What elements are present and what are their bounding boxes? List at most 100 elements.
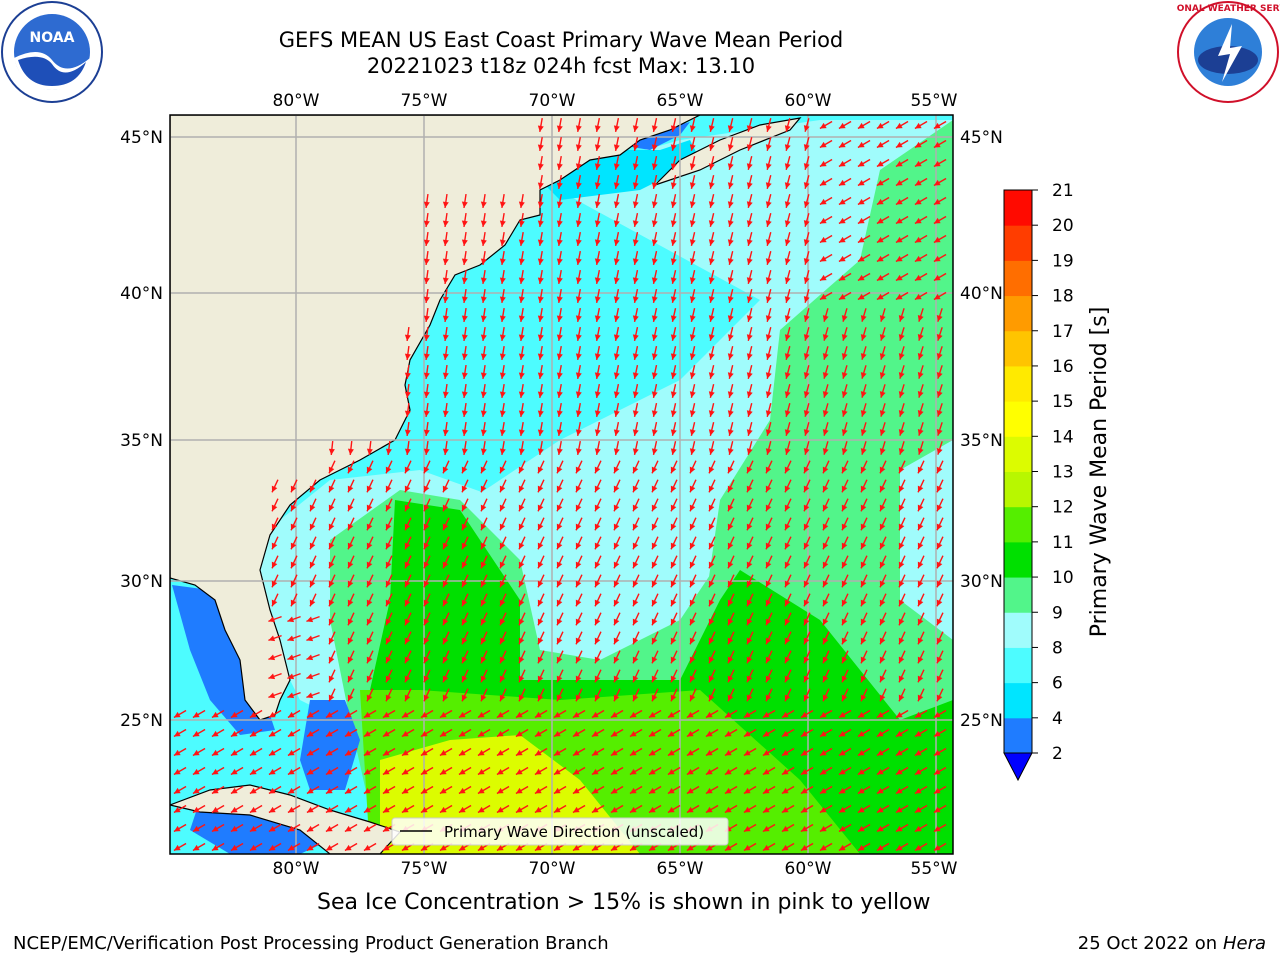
wave-arrow-head <box>442 239 449 246</box>
wave-arrow-head <box>401 768 409 775</box>
wave-arrow-head <box>613 334 620 341</box>
colorbar-segment <box>1004 647 1032 684</box>
wave-arrow-head <box>879 637 886 645</box>
wave-arrow-head <box>895 806 903 813</box>
wave-arrow-head <box>613 163 620 170</box>
wave-arrow-head <box>268 654 276 661</box>
wave-arrow-head <box>762 806 770 813</box>
wave-arrow-head <box>442 637 449 645</box>
wave-arrow-head <box>404 353 411 360</box>
wave-arrow-head <box>895 768 903 775</box>
wave-arrow-head <box>287 616 295 623</box>
wave-arrow-head <box>686 711 694 718</box>
wave-arrow-head <box>404 675 411 683</box>
wave-arrow-head <box>917 523 924 531</box>
lat-label: 30°N <box>960 572 1003 592</box>
wave-arrow-head <box>914 768 922 775</box>
wave-arrow-head <box>667 844 675 851</box>
wave-arrow-head <box>442 429 449 436</box>
wave-arrow-head <box>404 334 411 341</box>
wave-arrow-head <box>898 353 905 360</box>
colorbar-segment <box>1004 506 1032 543</box>
wave-arrow-head <box>423 277 430 284</box>
wave-arrow-head <box>632 372 639 379</box>
wave-arrow-head <box>879 334 886 341</box>
wave-arrow-head <box>765 485 772 493</box>
wave-arrow-head <box>534 749 542 756</box>
wave-arrow-head <box>556 410 563 417</box>
wave-arrow-head <box>689 599 696 607</box>
wave-arrow-head <box>879 618 886 626</box>
colorbar-segment <box>1004 682 1032 719</box>
wave-arrow-head <box>556 391 563 398</box>
wave-arrow-head <box>423 353 430 360</box>
wave-arrow-head <box>442 220 449 227</box>
wave-arrow-head <box>423 315 430 322</box>
wave-arrow-head <box>385 504 392 512</box>
wave-arrow-head <box>230 749 238 756</box>
wave-arrow-head <box>724 730 732 737</box>
wave-arrow-head <box>746 599 753 607</box>
wave-arrow-head <box>838 236 846 243</box>
wave-arrow-head <box>632 637 639 645</box>
wave-arrow-head <box>746 466 753 474</box>
wave-arrow-head <box>746 315 753 322</box>
wave-arrow-head <box>442 353 449 360</box>
colorbar-segment <box>1004 612 1032 648</box>
wave-arrow-head <box>537 485 544 493</box>
wave-arrow-head <box>347 656 354 664</box>
wave-arrow-head <box>328 694 335 702</box>
wave-arrow-head <box>895 141 903 148</box>
wave-arrow-head <box>651 315 658 322</box>
wave-arrow-head <box>651 372 658 379</box>
wave-arrow-head <box>480 353 487 360</box>
wave-arrow-head <box>819 293 827 300</box>
colorbar-tick-label: 17 <box>1052 322 1074 342</box>
wave-arrow-head <box>575 353 582 360</box>
wave-arrow-head <box>480 220 487 227</box>
wave-arrow-head <box>347 675 354 683</box>
wave-arrow-head <box>708 353 715 360</box>
wave-arrow-head <box>613 448 620 455</box>
wave-arrow-head <box>632 353 639 360</box>
wave-arrow-head <box>933 293 941 300</box>
wave-arrow-head <box>784 315 791 322</box>
wave-arrow-head <box>309 542 316 550</box>
wave-arrow-head <box>556 429 563 436</box>
wave-arrow-head <box>765 580 772 588</box>
wave-arrow-head <box>575 391 582 398</box>
wave-arrow-head <box>325 844 333 851</box>
wave-arrow-head <box>613 391 620 398</box>
wave-arrow-head <box>480 485 487 493</box>
wave-arrow-head <box>382 768 390 775</box>
wave-arrow-head <box>572 806 580 813</box>
wave-arrow-head <box>765 239 772 246</box>
wave-arrow-head <box>898 315 905 322</box>
lat-labels-right: 45°N 40°N 35°N 30°N 25°N <box>960 128 1003 731</box>
wave-arrow-head <box>651 466 658 474</box>
wave-arrow-head <box>803 542 810 550</box>
wave-arrow-head <box>708 334 715 341</box>
wave-arrow-head <box>743 844 751 851</box>
wave-arrow-head <box>727 201 734 208</box>
wave-arrow-head <box>670 542 677 550</box>
wave-arrow-head <box>765 220 772 227</box>
wave-arrow-head <box>629 844 637 851</box>
wave-arrow-head <box>499 315 506 322</box>
wave-arrow-head <box>727 561 734 569</box>
wave-arrow-head <box>670 296 677 303</box>
wave-arrow-head <box>211 749 219 756</box>
wave-arrow-head <box>936 599 943 607</box>
wave-arrow-head <box>648 768 656 775</box>
wave-arrow-head <box>306 768 314 775</box>
wave-arrow-head <box>784 391 791 398</box>
wave-arrow-head <box>670 239 677 246</box>
wave-arrow-head <box>746 353 753 360</box>
wave-arrow-head <box>746 372 753 379</box>
wave-arrow-head <box>819 255 827 262</box>
wave-arrow-head <box>860 561 867 569</box>
wave-arrow-head <box>689 580 696 588</box>
wave-arrow-head <box>632 220 639 227</box>
wave-arrow-head <box>556 125 563 132</box>
wave-arrow-head <box>480 542 487 550</box>
